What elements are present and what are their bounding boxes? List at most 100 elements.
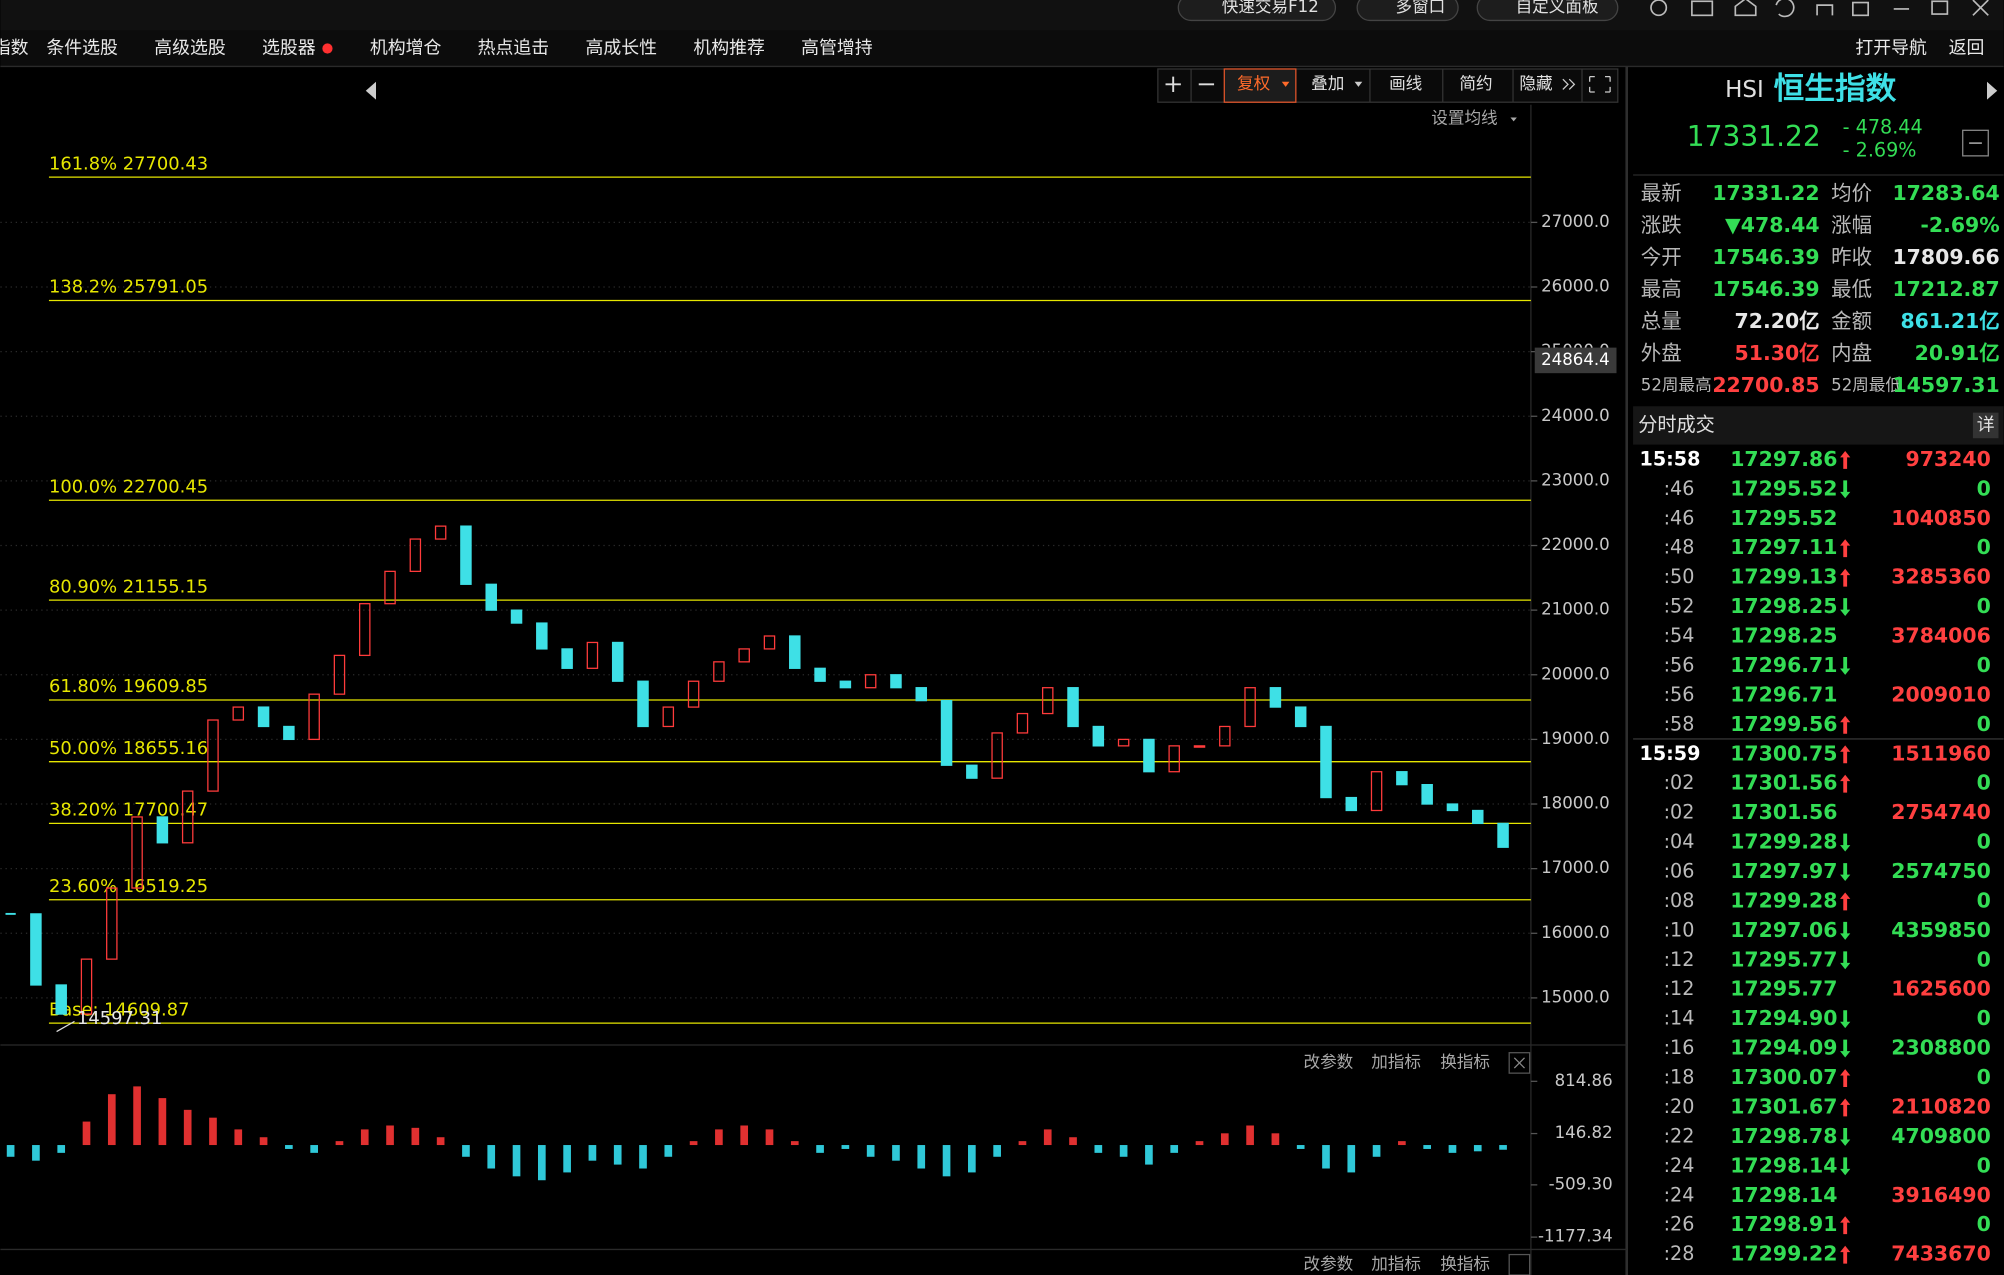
trade-volume: 0 [1977,1212,1991,1236]
zoom-in[interactable] [1165,76,1181,92]
macd-bar [1296,1145,1305,1149]
close-pane[interactable] [1508,1253,1531,1275]
collapse-button[interactable] [1962,129,1989,157]
nav-back[interactable]: 返回 [1949,38,1985,59]
trade-volume: 1511960 [1891,741,1991,765]
trade-price: 17297.86 [1730,447,1837,471]
candle [207,719,219,792]
candle [1497,822,1509,848]
stat-value: ▼478.44 [1725,213,1820,237]
trade-price: 17297.06 [1730,918,1837,942]
menu-item[interactable]: 高成长性 [586,38,658,59]
trade-price: 17300.07 [1730,1065,1837,1089]
candle [409,538,422,573]
close-pane-x [1513,1057,1525,1069]
layout-icon[interactable] [1852,1,1870,17]
trade-volume: 0 [1977,830,1991,854]
macd-bar [613,1145,622,1165]
switch-indicator[interactable]: 换指标 [1440,1254,1490,1273]
trade-time: :02 [1664,771,1695,794]
quick-trade-button[interactable] [1177,0,1337,22]
macd-bar [892,1145,900,1161]
candle [30,913,42,986]
menu-item[interactable]: 热点追击 [478,38,549,59]
draw-label[interactable]: 画线 [1389,74,1422,93]
trade-volume: 0 [1977,535,1991,559]
macd-bar [1448,1145,1457,1153]
menu-item[interactable]: 高级选股 [154,38,226,59]
macd-bar [765,1129,774,1146]
candle [156,816,169,844]
candle [763,635,776,650]
multi-window-button[interactable] [1356,0,1459,22]
edit-params[interactable]: 改参数 [1304,1254,1354,1273]
trade-time: :26 [1664,1213,1695,1236]
candle [1320,725,1332,799]
candle [1219,725,1231,747]
close-icon[interactable] [1972,0,1989,16]
menu-item[interactable]: 高管增持 [801,38,873,59]
overlay-label[interactable]: 叠加 [1311,74,1344,93]
trade-volume: 0 [1977,947,1991,971]
macd-bar [715,1129,723,1146]
candle [1092,725,1105,747]
stat-label: 最新 [1641,181,1682,205]
trade-volume: 2009010 [1891,682,1991,706]
custom-panel-button[interactable] [1476,0,1619,22]
menu-item[interactable]: 机构增仓 [370,38,442,59]
trade-time: :20 [1664,1095,1695,1118]
stat-value: 17212.87 [1892,277,1999,301]
trades-header [1633,406,2004,445]
up-arrow [1840,450,1851,469]
candle [460,525,472,585]
y-tick-label: 20000.0 [1541,664,1610,683]
adjust-button[interactable] [1223,68,1297,103]
user-icon[interactable] [1650,0,1668,17]
y-tick-label: 146.82 [1555,1123,1613,1142]
quick-trade-label: 快速交易F12 [1222,0,1319,16]
hide-label[interactable]: 隐藏 [1519,74,1553,93]
maximize-icon[interactable] [1931,0,1949,15]
menu-item[interactable]: 指数 [0,38,29,59]
stat-label: 涨跌 [1641,213,1682,237]
window-icons [1650,0,1989,18]
macd-bar [968,1145,976,1173]
up-arrow [1840,745,1851,764]
nav-open[interactable]: 打开导航 [1855,38,1927,59]
trade-volume: 3784006 [1891,624,1991,648]
back-icon[interactable] [1775,0,1795,18]
mail-icon[interactable] [1691,0,1714,17]
add-indicator[interactable]: 加指标 [1371,1254,1421,1273]
candle [637,680,649,728]
notify-dot [322,43,333,54]
candle [738,648,750,663]
stat-value: 51.30亿 [1735,341,1820,365]
dropdown-caret [1510,117,1517,122]
detail-button[interactable] [1972,412,1999,439]
menu-item[interactable]: 条件选股 [46,38,118,59]
trade-time: :06 [1664,860,1695,883]
stat-label: 52周最低 [1831,375,1902,394]
fib-label: 138.2% 25791.05 [49,277,208,298]
menu-item[interactable]: 选股器 [262,38,316,59]
next-arrow[interactable] [1986,81,1998,100]
prev-arrow[interactable] [365,81,376,100]
ma-setting[interactable]: 设置均线 [1431,108,1497,127]
switch-indicator[interactable]: 换指标 [1440,1052,1490,1071]
skin-icon[interactable] [1816,4,1834,16]
candle [283,725,295,741]
fullscreen-icon[interactable] [1589,76,1611,93]
trade-price: 17299.56 [1730,712,1837,736]
trade-volume: 0 [1977,771,1991,795]
trade-price: 17299.28 [1730,888,1837,912]
y-tick-label: 24000.0 [1541,406,1610,425]
macd-bar [1195,1141,1204,1146]
stat-value: 861.21亿 [1900,309,1999,333]
add-indicator[interactable]: 加指标 [1371,1052,1421,1071]
simple-label[interactable]: 简约 [1459,74,1492,93]
menu-item[interactable]: 机构推荐 [693,38,765,59]
home-icon[interactable] [1734,0,1757,17]
edit-params[interactable]: 改参数 [1304,1052,1354,1071]
close-pane[interactable] [1508,1052,1531,1074]
fib-label: Base: 14609.87 [49,999,190,1020]
